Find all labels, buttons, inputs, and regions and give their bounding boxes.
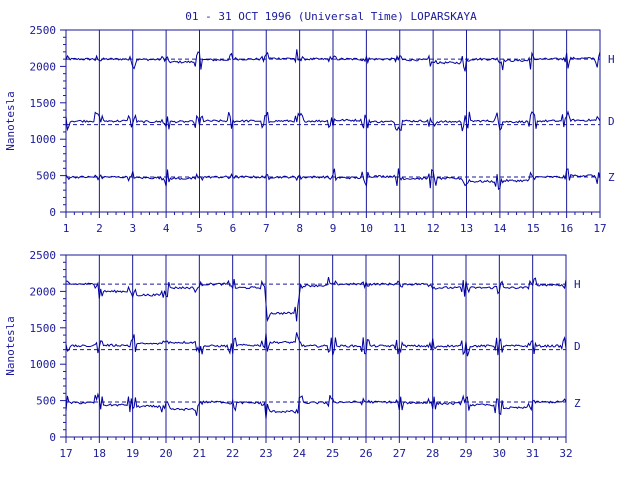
x-tick-label: 17	[59, 447, 72, 460]
x-tick-label: 29	[459, 447, 472, 460]
x-tick-label: 9	[330, 222, 337, 235]
y-tick-label: 1500	[30, 97, 57, 110]
x-tick-label: 5	[196, 222, 203, 235]
y-tick-label: 2000	[30, 285, 57, 298]
y-tick-label: 2500	[30, 249, 57, 262]
chart-title: 01 - 31 OCT 1996 (Universal Time) LOPARS…	[185, 10, 477, 23]
x-tick-label: 2	[96, 222, 103, 235]
x-tick-label: 17	[593, 222, 606, 235]
x-tick-label: 6	[230, 222, 237, 235]
x-tick-label: 11	[393, 222, 406, 235]
x-tick-label: 26	[359, 447, 372, 460]
trace-d	[65, 332, 567, 357]
series-label-h: H	[608, 53, 615, 66]
y-tick-label: 2500	[30, 24, 57, 37]
trace-z	[65, 168, 601, 191]
x-tick-label: 27	[393, 447, 406, 460]
y-tick-label: 0	[49, 206, 56, 219]
x-tick-label: 13	[460, 222, 473, 235]
y-tick-label: 1000	[30, 358, 57, 371]
x-tick-label: 30	[493, 447, 506, 460]
y-tick-label: 500	[36, 395, 56, 408]
series-label-h: H	[574, 278, 581, 291]
series-label-z: Z	[608, 171, 615, 184]
x-tick-label: 1	[63, 222, 70, 235]
x-tick-label: 23	[259, 447, 272, 460]
trace-h	[65, 276, 567, 323]
trace-z	[65, 392, 567, 419]
x-tick-label: 24	[293, 447, 307, 460]
x-tick-label: 28	[426, 447, 439, 460]
y-tick-label: 0	[49, 431, 56, 444]
x-tick-label: 18	[93, 447, 106, 460]
x-tick-label: 31	[526, 447, 539, 460]
y-tick-label: 1000	[30, 133, 57, 146]
x-tick-label: 10	[360, 222, 373, 235]
x-tick-label: 22	[226, 447, 239, 460]
series-label-z: Z	[574, 397, 581, 410]
series-label-d: D	[574, 340, 581, 353]
y-axis-label: Nanotesla	[4, 91, 17, 151]
x-tick-label: 12	[427, 222, 440, 235]
trace-h	[65, 49, 601, 72]
series-label-d: D	[608, 115, 615, 128]
x-tick-label: 21	[193, 447, 206, 460]
bottom-panel: 0 500 1000 1500 2000 2500 Nanotesla 17 18 19 20 21 2…	[4, 249, 581, 460]
x-tick-label: 14	[493, 222, 507, 235]
x-tick-label: 25	[326, 447, 339, 460]
x-tick-label: 20	[159, 447, 172, 460]
y-tick-label: 500	[36, 170, 56, 183]
x-tick-label: 15	[527, 222, 540, 235]
x-tick-label: 19	[126, 447, 139, 460]
x-tick-label: 8	[296, 222, 303, 235]
trace-d	[65, 110, 601, 132]
y-axis-label: Nanotesla	[4, 316, 17, 376]
x-tick-label: 7	[263, 222, 270, 235]
x-tick-label: 32	[559, 447, 572, 460]
x-tick-label: 3	[129, 222, 136, 235]
y-tick-label: 1500	[30, 322, 57, 335]
y-tick-label: 2000	[30, 60, 57, 73]
x-tick-label: 16	[560, 222, 573, 235]
x-tick-label: 4	[163, 222, 170, 235]
